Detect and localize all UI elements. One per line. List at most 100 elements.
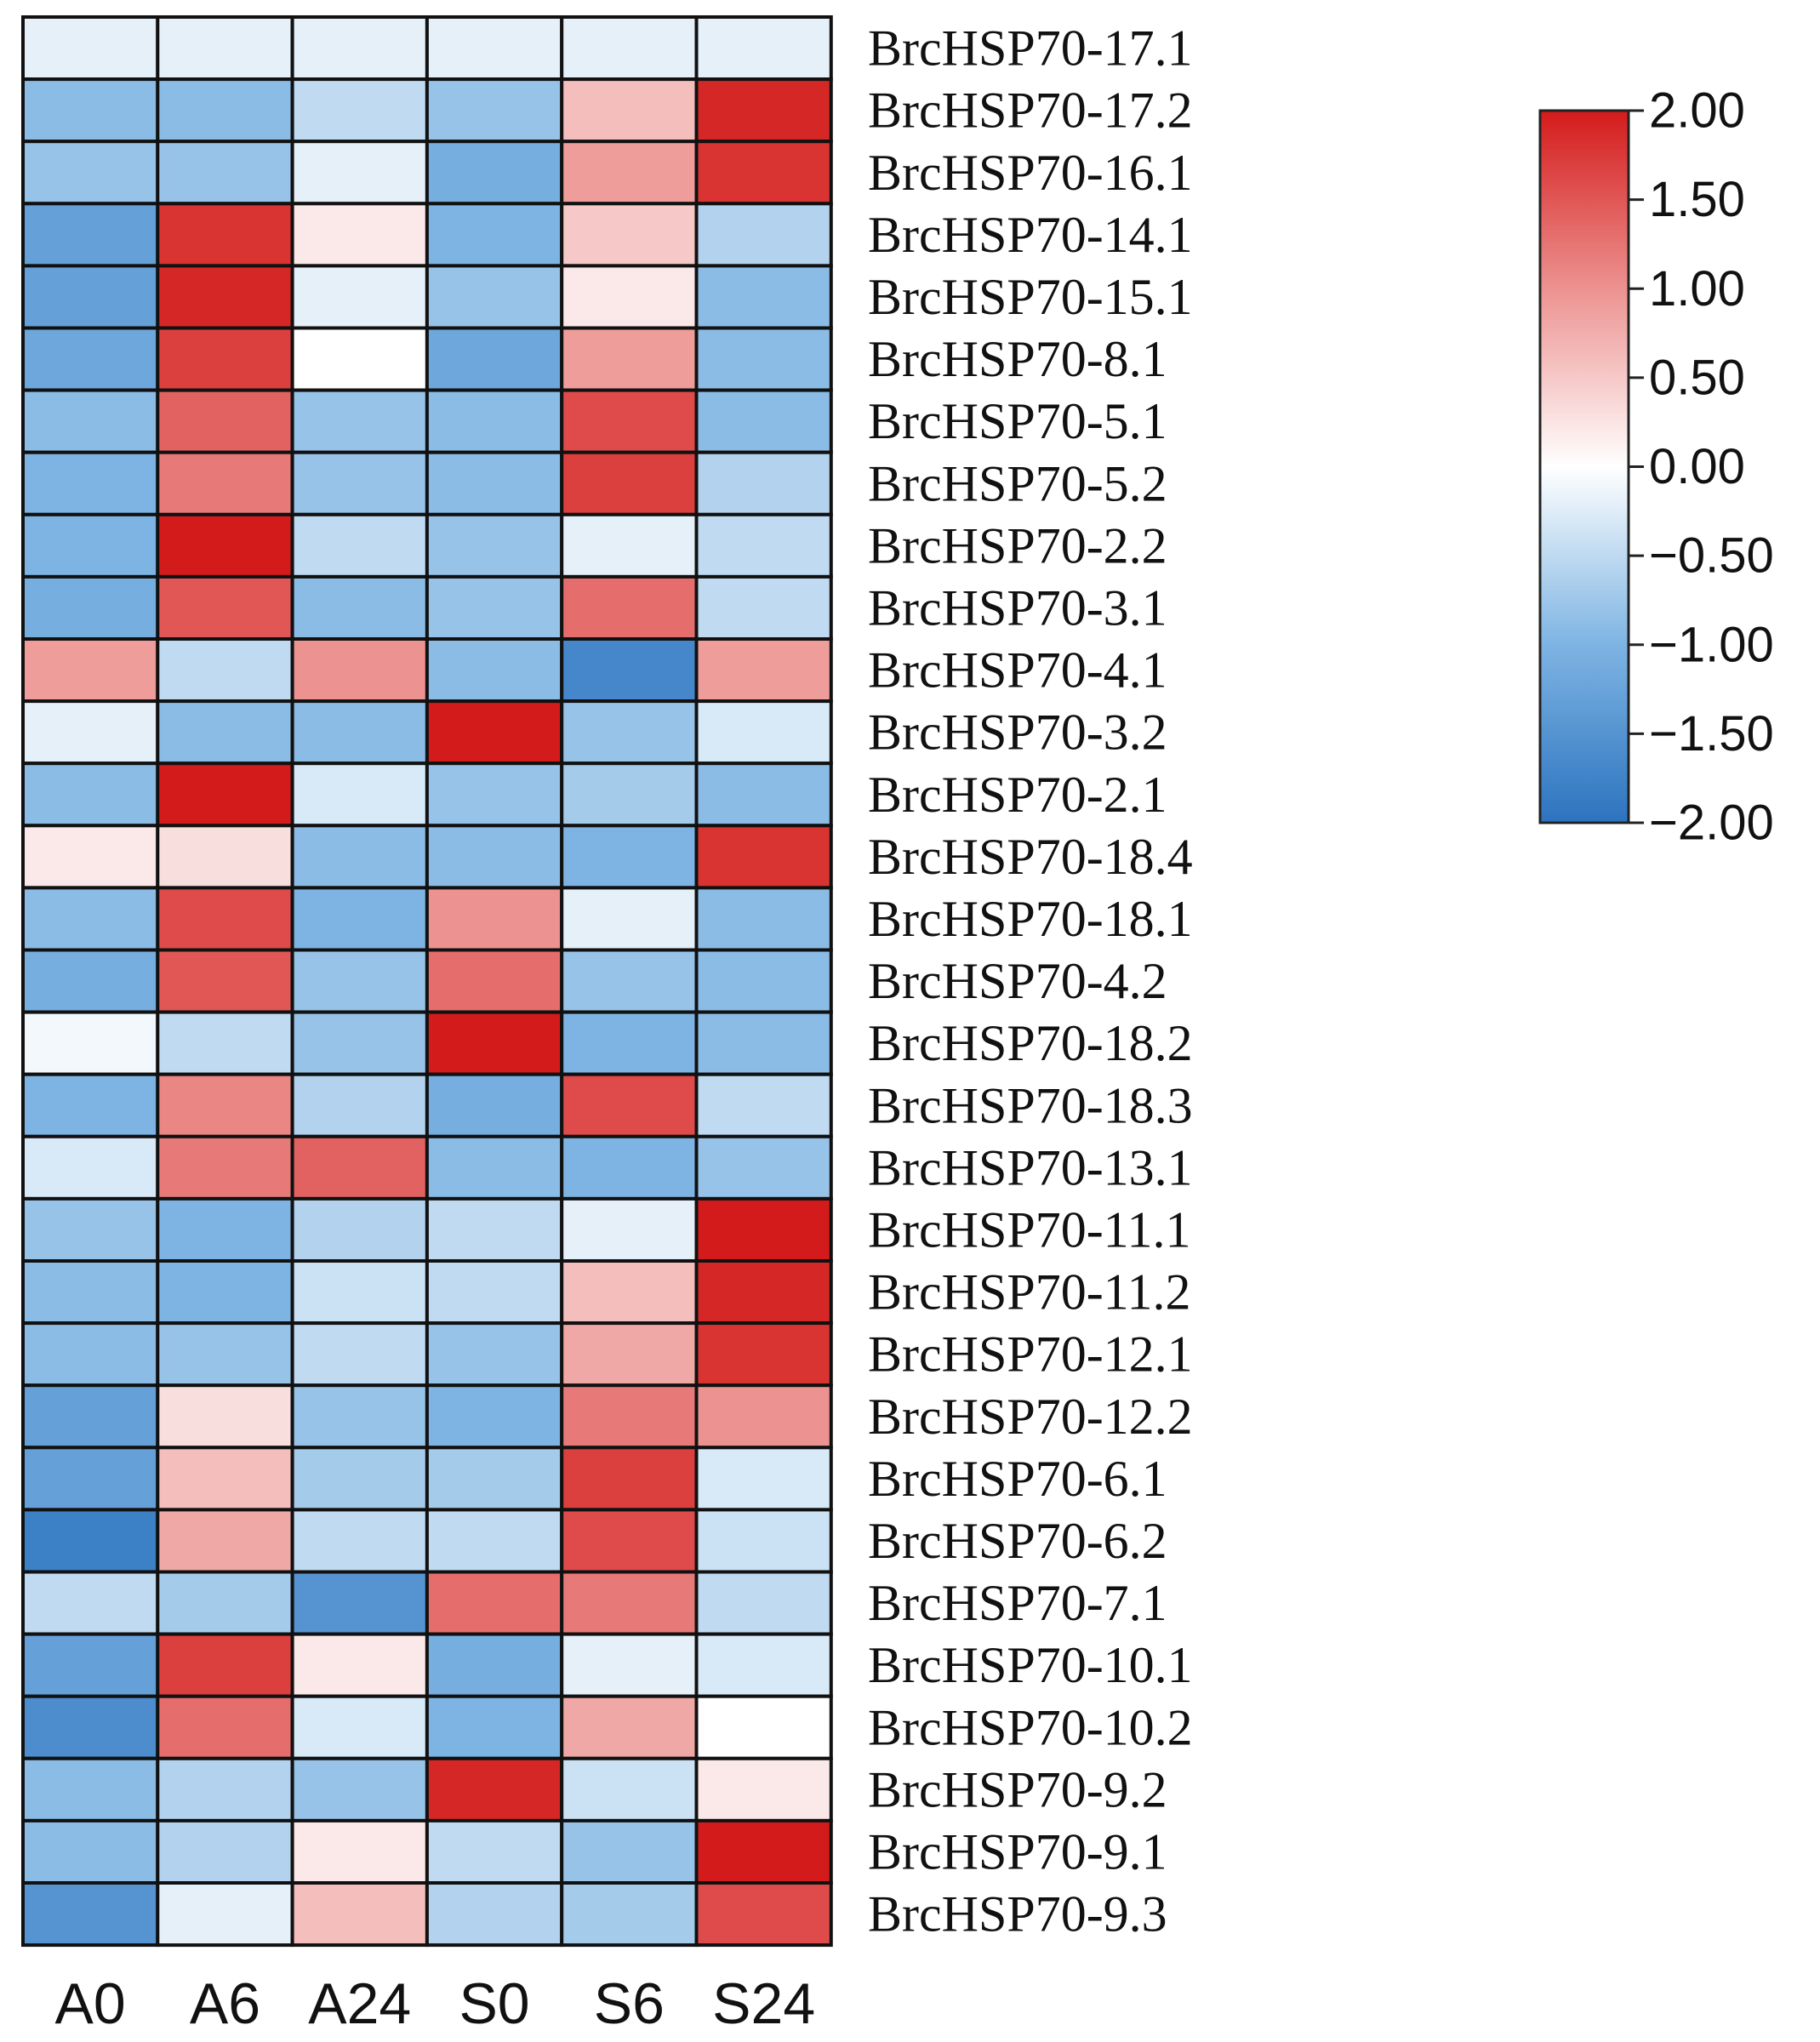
heatmap-cell <box>290 1010 429 1076</box>
colorbar-tick-label: 1.00 <box>1649 261 1745 317</box>
heatmap-cell <box>21 1010 160 1076</box>
heatmap-cell <box>560 1446 699 1512</box>
heatmap-cell <box>425 1570 564 1636</box>
column-label: A6 <box>190 1971 260 2036</box>
heatmap-cell <box>560 15 699 82</box>
heatmap-cell <box>290 1508 429 1574</box>
heatmap-cell <box>290 1383 429 1450</box>
heatmap-cell <box>694 1881 833 1948</box>
heatmap-cell <box>560 512 699 579</box>
heatmap-cell <box>425 1881 564 1948</box>
heatmap-cell <box>425 699 564 766</box>
row-label: BrcHSP70-6.1 <box>868 1451 1167 1507</box>
heatmap-cell <box>425 948 564 1014</box>
heatmap-cell <box>21 326 160 392</box>
heatmap-cell <box>425 512 564 579</box>
heatmap-cell <box>694 1508 833 1574</box>
heatmap-cell <box>290 202 429 268</box>
heatmap-cell <box>560 1259 699 1326</box>
heatmap-cell <box>156 1259 294 1326</box>
heatmap-cell <box>425 264 564 330</box>
row-label: BrcHSP70-12.2 <box>868 1389 1193 1445</box>
row-label: BrcHSP70-12.1 <box>868 1326 1193 1383</box>
row-label: BrcHSP70-11.2 <box>868 1264 1190 1320</box>
heatmap-cell <box>21 1570 160 1636</box>
colorbar-tick-label: −1.00 <box>1649 617 1774 672</box>
heatmap-cell <box>694 202 833 268</box>
heatmap-cell <box>694 1010 833 1076</box>
colorbar-tick-label: −0.50 <box>1649 528 1774 584</box>
heatmap-cell <box>156 1010 294 1076</box>
heatmap-cell <box>21 388 160 454</box>
row-label: BrcHSP70-17.2 <box>868 83 1193 139</box>
heatmap-cell <box>290 1881 429 1948</box>
heatmap-cell <box>425 1259 564 1326</box>
colorbar-tick-label: 1.50 <box>1649 172 1745 227</box>
colorbar-tick-label: 0.00 <box>1649 439 1745 494</box>
colorbar-tick-label: 0.50 <box>1649 350 1745 405</box>
row-label: BrcHSP70-11.1 <box>868 1201 1190 1258</box>
heatmap-cell <box>694 1383 833 1450</box>
heatmap-cell <box>21 140 160 206</box>
heatmap-cell <box>560 326 699 392</box>
heatmap-cell <box>425 824 564 890</box>
heatmap-cell <box>560 1010 699 1076</box>
heatmap-cell <box>290 1446 429 1512</box>
row-label: BrcHSP70-5.1 <box>868 393 1167 449</box>
heatmap-cell <box>425 77 564 144</box>
row-label: BrcHSP70-16.1 <box>868 145 1193 201</box>
heatmap-cell <box>290 1818 429 1885</box>
heatmap-cell <box>21 761 160 828</box>
heatmap-cell <box>290 699 429 766</box>
heatmap-cell <box>156 1508 294 1574</box>
heatmap-cell <box>560 1756 699 1822</box>
heatmap-cell <box>694 450 833 516</box>
heatmap-cell <box>21 1383 160 1450</box>
colorbar-tick-label: −1.50 <box>1649 706 1774 761</box>
heatmap-cell <box>156 1446 294 1512</box>
heatmap-cell <box>560 264 699 330</box>
heatmap-cell <box>560 1196 699 1263</box>
heatmap-cell <box>21 450 160 516</box>
heatmap-cell <box>21 1196 160 1263</box>
heatmap-cell <box>290 1196 429 1263</box>
heatmap-cell <box>290 886 429 952</box>
column-label: S24 <box>712 1971 815 2036</box>
heatmap-cell <box>156 1072 294 1138</box>
heatmap-cell <box>21 202 160 268</box>
heatmap-cell <box>156 699 294 766</box>
heatmap-cell <box>560 699 699 766</box>
heatmap-cell <box>694 1134 833 1201</box>
heatmap-cell <box>560 1570 699 1636</box>
heatmap-cells <box>21 15 833 1948</box>
heatmap-cell <box>156 1196 294 1263</box>
heatmap-cell <box>694 1632 833 1698</box>
heatmap-cell <box>425 140 564 206</box>
heatmap-cell <box>560 1383 699 1450</box>
heatmap-cell <box>156 202 294 268</box>
heatmap-cell <box>290 512 429 579</box>
heatmap-cell <box>290 1259 429 1326</box>
heatmap-cell <box>156 1321 294 1388</box>
heatmap-cell <box>560 886 699 952</box>
heatmap-cell <box>290 761 429 828</box>
row-label: BrcHSP70-18.4 <box>868 829 1193 885</box>
heatmap-cell <box>560 637 699 704</box>
heatmap-cell <box>560 1632 699 1698</box>
row-label: BrcHSP70-9.3 <box>868 1886 1167 1942</box>
heatmap-cell <box>560 202 699 268</box>
heatmap-cell <box>694 140 833 206</box>
heatmap-cell <box>694 264 833 330</box>
heatmap-cell <box>560 1694 699 1760</box>
heatmap-cell <box>21 77 160 144</box>
heatmap-cell <box>560 140 699 206</box>
row-label: BrcHSP70-18.1 <box>868 891 1193 947</box>
heatmap-cell <box>425 1632 564 1698</box>
heatmap-cell <box>290 388 429 454</box>
heatmap-cell <box>290 1632 429 1698</box>
row-label: BrcHSP70-2.1 <box>868 767 1167 823</box>
heatmap-cell <box>290 140 429 206</box>
heatmap-cell <box>21 1134 160 1201</box>
heatmap-cell <box>425 761 564 828</box>
heatmap-cell <box>425 15 564 82</box>
